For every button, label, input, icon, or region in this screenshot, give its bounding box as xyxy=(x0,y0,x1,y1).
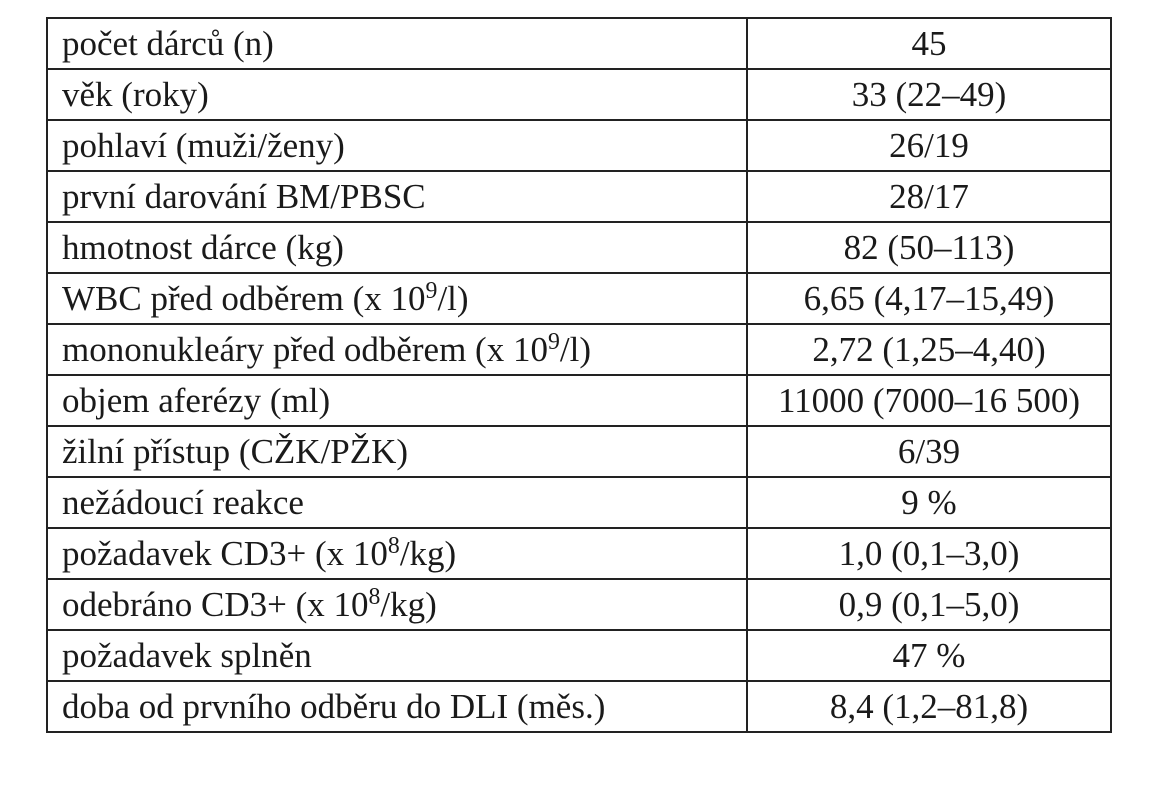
row-label: požadavek splněn xyxy=(46,629,748,682)
table-row: požadavek CD3+ (x 108/kg) 1,0 (0,1–3,0) xyxy=(46,527,1112,580)
row-label: požadavek CD3+ (x 108/kg) xyxy=(46,527,748,580)
row-value: 8,4 (1,2–81,8) xyxy=(746,680,1112,733)
label-text: WBC před odběrem (x 10 xyxy=(62,279,426,318)
row-label: objem aferézy (ml) xyxy=(46,374,748,427)
row-value: 45 xyxy=(746,17,1112,70)
label-unit: /kg) xyxy=(399,534,457,573)
row-value: 9 % xyxy=(746,476,1112,529)
table-row: první darování BM/PBSC 28/17 xyxy=(46,170,1112,223)
table-row: mononukleáry před odběrem (x 109/l) 2,72… xyxy=(46,323,1112,376)
exponent: 8 xyxy=(368,584,381,611)
table-row: nežádoucí reakce 9 % xyxy=(46,476,1112,529)
row-value: 47 % xyxy=(746,629,1112,682)
row-value: 28/17 xyxy=(746,170,1112,223)
donor-characteristics-table: počet dárců (n) 45 věk (roky) 33 (22–49)… xyxy=(46,17,1112,733)
label-unit: /l) xyxy=(559,330,591,369)
row-label: doba od prvního odběru do DLI (měs.) xyxy=(46,680,748,733)
label-unit: /l) xyxy=(437,279,469,318)
row-value: 82 (50–113) xyxy=(746,221,1112,274)
table-row: požadavek splněn 47 % xyxy=(46,629,1112,682)
row-label: první darování BM/PBSC xyxy=(46,170,748,223)
row-value: 6,65 (4,17–15,49) xyxy=(746,272,1112,325)
row-value: 1,0 (0,1–3,0) xyxy=(746,527,1112,580)
table-row: objem aferézy (ml) 11000 (7000–16 500) xyxy=(46,374,1112,427)
row-value: 0,9 (0,1–5,0) xyxy=(746,578,1112,631)
label-text: mononukleáry před odběrem (x 10 xyxy=(62,330,548,369)
table-row: pohlaví (muži/ženy) 26/19 xyxy=(46,119,1112,172)
donor-characteristics-table-container: počet dárců (n) 45 věk (roky) 33 (22–49)… xyxy=(46,17,1112,733)
row-label: mononukleáry před odběrem (x 109/l) xyxy=(46,323,748,376)
row-value: 26/19 xyxy=(746,119,1112,172)
table-row: odebráno CD3+ (x 108/kg) 0,9 (0,1–5,0) xyxy=(46,578,1112,631)
row-value: 33 (22–49) xyxy=(746,68,1112,121)
table-row: WBC před odběrem (x 109/l) 6,65 (4,17–15… xyxy=(46,272,1112,325)
table-row: počet dárců (n) 45 xyxy=(46,17,1112,70)
row-label: hmotnost dárce (kg) xyxy=(46,221,748,274)
row-label: odebráno CD3+ (x 108/kg) xyxy=(46,578,748,631)
row-label: nežádoucí reakce xyxy=(46,476,748,529)
row-label: žilní přístup (CŽK/PŽK) xyxy=(46,425,748,478)
row-value: 2,72 (1,25–4,40) xyxy=(746,323,1112,376)
row-label: věk (roky) xyxy=(46,68,748,121)
row-label: pohlaví (muži/ženy) xyxy=(46,119,748,172)
row-label: WBC před odběrem (x 109/l) xyxy=(46,272,748,325)
table-row: hmotnost dárce (kg) 82 (50–113) xyxy=(46,221,1112,274)
exponent: 9 xyxy=(425,278,438,305)
label-text: požadavek CD3+ (x 10 xyxy=(62,534,388,573)
exponent: 8 xyxy=(387,533,400,560)
label-unit: /kg) xyxy=(380,585,437,624)
exponent: 9 xyxy=(547,329,560,356)
row-value: 11000 (7000–16 500) xyxy=(746,374,1112,427)
label-text: odebráno CD3+ (x 10 xyxy=(62,585,369,624)
table-row: žilní přístup (CŽK/PŽK) 6/39 xyxy=(46,425,1112,478)
row-value: 6/39 xyxy=(746,425,1112,478)
row-label: počet dárců (n) xyxy=(46,17,748,70)
table-row: doba od prvního odběru do DLI (měs.) 8,4… xyxy=(46,680,1112,733)
table-row: věk (roky) 33 (22–49) xyxy=(46,68,1112,121)
